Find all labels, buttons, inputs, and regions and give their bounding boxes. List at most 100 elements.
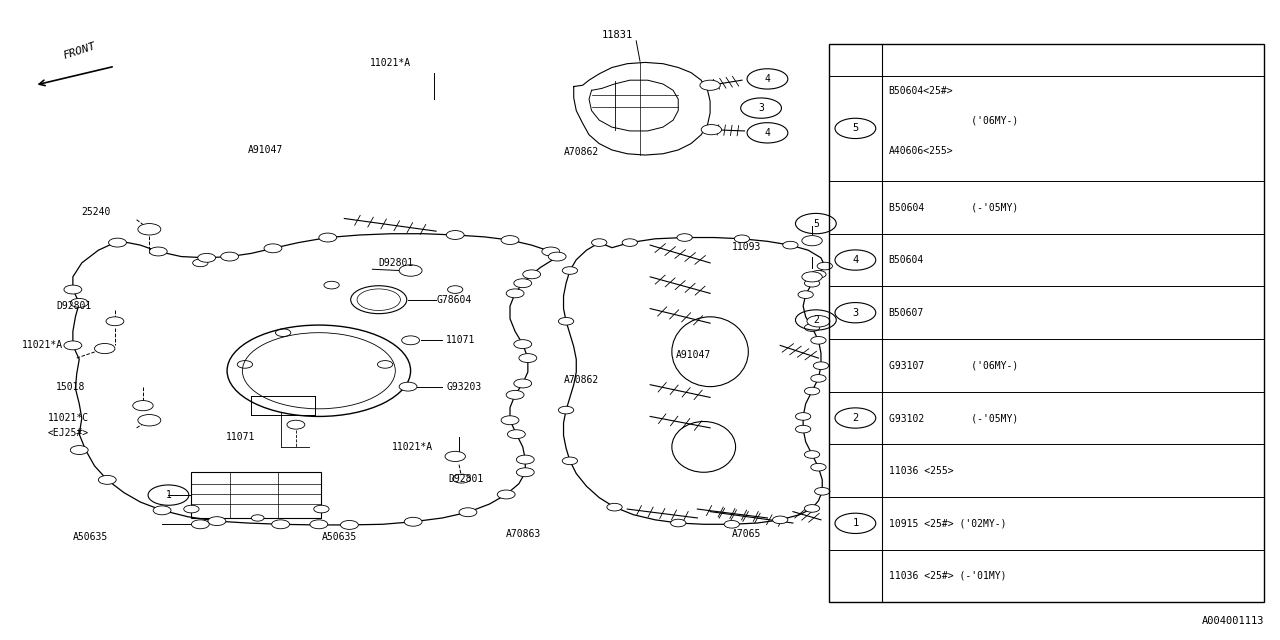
Circle shape xyxy=(138,223,161,235)
Circle shape xyxy=(558,406,573,414)
Circle shape xyxy=(810,337,826,344)
Circle shape xyxy=(192,520,209,529)
Text: FRONT: FRONT xyxy=(61,41,97,61)
Circle shape xyxy=(591,239,607,246)
Circle shape xyxy=(399,265,422,276)
Circle shape xyxy=(500,416,518,425)
Text: 5: 5 xyxy=(852,124,859,133)
Text: 11093: 11093 xyxy=(732,242,762,252)
Text: 4: 4 xyxy=(764,74,771,84)
Circle shape xyxy=(810,271,826,278)
Circle shape xyxy=(507,429,525,438)
Circle shape xyxy=(797,291,813,298)
Circle shape xyxy=(340,520,358,529)
Text: <EJ25#>: <EJ25#> xyxy=(47,428,88,438)
Circle shape xyxy=(109,238,127,247)
Text: A70862: A70862 xyxy=(563,147,599,157)
Text: A50635: A50635 xyxy=(321,532,357,542)
Circle shape xyxy=(804,280,819,287)
Circle shape xyxy=(399,382,417,391)
Text: G93102        (-'05MY): G93102 (-'05MY) xyxy=(888,413,1018,423)
Circle shape xyxy=(783,241,797,249)
Circle shape xyxy=(513,340,531,349)
Circle shape xyxy=(138,415,161,426)
Circle shape xyxy=(264,244,282,253)
Circle shape xyxy=(801,272,822,282)
Text: 5: 5 xyxy=(813,219,819,228)
Text: A70862: A70862 xyxy=(563,375,599,385)
Text: A50635: A50635 xyxy=(73,532,108,542)
Circle shape xyxy=(453,474,471,483)
Circle shape xyxy=(506,390,524,399)
Bar xyxy=(192,472,321,518)
Circle shape xyxy=(724,520,740,528)
Text: B50604: B50604 xyxy=(888,255,924,265)
Circle shape xyxy=(99,476,116,484)
Circle shape xyxy=(810,463,826,471)
Circle shape xyxy=(548,252,566,261)
Text: 1: 1 xyxy=(852,518,859,529)
Circle shape xyxy=(817,262,832,270)
Text: 11071: 11071 xyxy=(225,433,255,442)
Text: 15018: 15018 xyxy=(56,381,86,392)
Circle shape xyxy=(773,516,787,524)
Text: A70863: A70863 xyxy=(506,529,541,540)
Text: ('06MY-): ('06MY-) xyxy=(888,116,1018,126)
Circle shape xyxy=(804,451,819,458)
Text: 10915 <25#> ('02MY-): 10915 <25#> ('02MY-) xyxy=(888,518,1006,529)
Circle shape xyxy=(506,289,524,298)
Circle shape xyxy=(516,455,534,464)
Text: 25240: 25240 xyxy=(82,207,111,217)
Text: G93107        ('06MY-): G93107 ('06MY-) xyxy=(888,360,1018,371)
Text: 3: 3 xyxy=(852,308,859,317)
Text: D92801: D92801 xyxy=(56,301,92,311)
Text: 11021*A: 11021*A xyxy=(22,340,63,350)
Circle shape xyxy=(518,354,536,362)
Circle shape xyxy=(804,387,819,395)
Circle shape xyxy=(562,457,577,465)
Circle shape xyxy=(735,235,750,243)
Circle shape xyxy=(677,234,692,241)
Circle shape xyxy=(106,317,124,326)
Text: A91047: A91047 xyxy=(676,350,710,360)
Text: A91047: A91047 xyxy=(247,145,283,155)
Circle shape xyxy=(607,503,622,511)
Circle shape xyxy=(801,236,822,246)
Circle shape xyxy=(150,247,168,256)
Circle shape xyxy=(795,413,810,420)
Circle shape xyxy=(70,298,88,307)
Text: 11036 <255>: 11036 <255> xyxy=(888,466,954,476)
Circle shape xyxy=(314,505,329,513)
Circle shape xyxy=(513,379,531,388)
Circle shape xyxy=(310,520,328,529)
Circle shape xyxy=(516,468,534,477)
Circle shape xyxy=(198,253,215,262)
Circle shape xyxy=(133,401,154,411)
Text: 4: 4 xyxy=(764,128,771,138)
Circle shape xyxy=(513,279,531,287)
Circle shape xyxy=(804,324,819,332)
Circle shape xyxy=(622,239,637,246)
Text: 11021*A: 11021*A xyxy=(370,58,411,68)
Circle shape xyxy=(814,488,829,495)
Text: 2: 2 xyxy=(852,413,859,423)
Text: 11036 <25#> (-'01MY): 11036 <25#> (-'01MY) xyxy=(888,571,1006,581)
Circle shape xyxy=(460,508,477,516)
Text: 11021*A: 11021*A xyxy=(392,442,433,452)
Circle shape xyxy=(220,252,238,261)
Circle shape xyxy=(522,270,540,279)
Text: G78604: G78604 xyxy=(436,294,471,305)
Circle shape xyxy=(207,516,225,525)
Circle shape xyxy=(64,285,82,294)
Circle shape xyxy=(671,519,686,527)
Circle shape xyxy=(701,125,722,135)
Circle shape xyxy=(500,236,518,244)
Text: 11071: 11071 xyxy=(447,335,476,346)
Circle shape xyxy=(806,316,829,327)
Circle shape xyxy=(404,517,422,526)
Circle shape xyxy=(154,506,172,515)
Text: 3: 3 xyxy=(758,103,764,113)
Text: 2: 2 xyxy=(813,315,819,325)
Circle shape xyxy=(558,317,573,325)
Circle shape xyxy=(795,426,810,433)
